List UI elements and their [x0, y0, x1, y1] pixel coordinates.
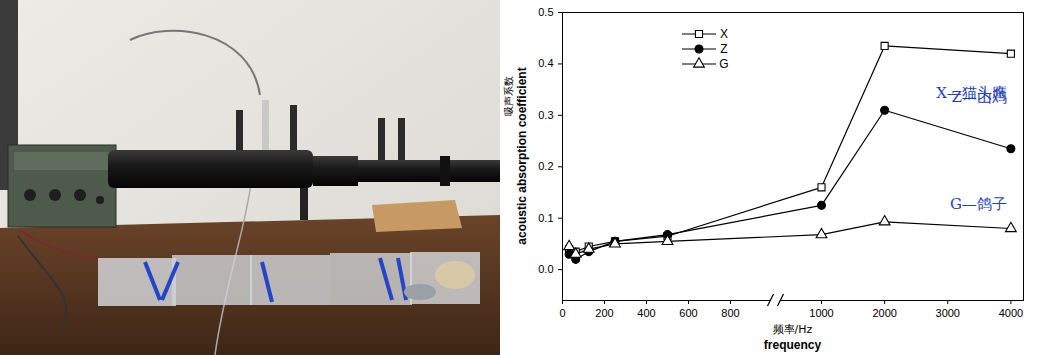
- svg-text:0.2: 0.2: [538, 160, 553, 172]
- svg-text:X: X: [720, 27, 728, 41]
- svg-text:吸声系数: 吸声系数: [503, 76, 514, 116]
- svg-text:2000: 2000: [872, 307, 896, 319]
- svg-text:acoustic absorption coefficien: acoustic absorption coefficient: [515, 67, 529, 244]
- svg-text:0.5: 0.5: [538, 6, 553, 18]
- svg-text:4000: 4000: [999, 307, 1023, 319]
- svg-text:0.1: 0.1: [538, 212, 553, 224]
- svg-text:1000: 1000: [809, 307, 833, 319]
- svg-text:0: 0: [559, 307, 565, 319]
- svg-text:200: 200: [595, 307, 613, 319]
- svg-text:频率/Hz: 频率/Hz: [773, 323, 813, 336]
- svg-text:0.3: 0.3: [538, 109, 553, 121]
- svg-text:400: 400: [637, 307, 655, 319]
- svg-text:800: 800: [721, 307, 739, 319]
- svg-text:0.4: 0.4: [538, 57, 553, 69]
- svg-text:Z—山鸡: Z—山鸡: [951, 88, 1006, 106]
- svg-text:G: G: [719, 57, 728, 71]
- svg-text:G—鸽子: G—鸽子: [950, 195, 1007, 213]
- svg-text:3000: 3000: [936, 307, 960, 319]
- svg-text:0.0: 0.0: [538, 263, 553, 275]
- svg-text:600: 600: [679, 307, 697, 319]
- svg-text:frequency: frequency: [764, 338, 822, 352]
- svg-text:Z: Z: [720, 42, 727, 56]
